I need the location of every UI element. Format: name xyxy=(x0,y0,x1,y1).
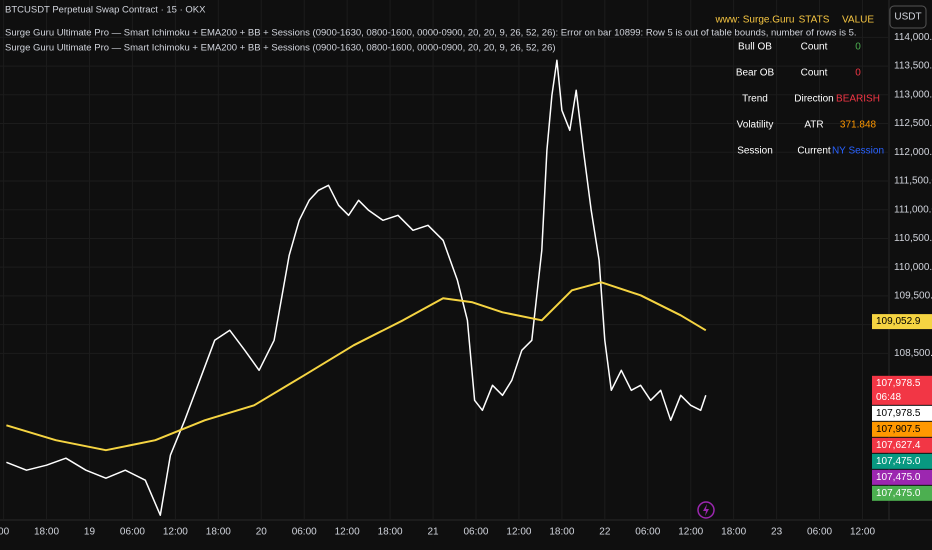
x-tick-label: 19 xyxy=(84,527,96,538)
x-tick-label: 20 xyxy=(256,527,268,538)
price-badge xyxy=(872,469,932,485)
table-header: VALUE xyxy=(842,15,874,26)
table-cell: Count xyxy=(801,68,828,79)
table-cell: Bull OB xyxy=(738,42,772,53)
table-cell: NY Session xyxy=(832,146,884,157)
x-tick-label: 18:00 xyxy=(206,527,231,538)
lines xyxy=(6,59,707,516)
x-tick-label: 06:00 xyxy=(292,527,317,538)
table-cell: ATR xyxy=(804,120,823,131)
series-line xyxy=(6,59,707,516)
stats-table: www: Surge.Guru STATS VALUE Bull OB Count 0 Be… xyxy=(715,15,885,157)
y-tick-label: 113,500.0 xyxy=(894,61,932,72)
table-cell: Session xyxy=(737,146,773,157)
price-badge xyxy=(872,375,932,405)
x-tick-label: 18:00 xyxy=(721,527,746,538)
overlay: BTCUSDT Perpetual Swap Contract · 15 · O… xyxy=(5,5,927,519)
price-badge-label: 107,978.5 xyxy=(876,378,921,389)
y-tick-label: 112,500.0 xyxy=(894,118,932,129)
x-tick-label: 12:00 xyxy=(163,527,188,538)
x-tick-label: 23 xyxy=(771,527,783,538)
table-cell: 371.848 xyxy=(840,120,877,131)
table-cell: 0 xyxy=(855,42,861,53)
y-tick-label: 112,000.0 xyxy=(894,147,932,158)
currency-button-label[interactable]: USDT xyxy=(894,12,921,23)
y-tick-label: 109,500.0 xyxy=(894,291,932,302)
price-badges: 109,052.9 107,978.5 06:48 107,978.5 107,907.… xyxy=(872,314,932,501)
table-cell: Current xyxy=(797,146,831,157)
price-badge xyxy=(872,405,932,421)
currency-button[interactable] xyxy=(889,5,927,29)
x-tick-label: 18:00 xyxy=(34,527,59,538)
x-tick-label: 12:00 xyxy=(678,527,703,538)
x-tick-label: 18:00 xyxy=(378,527,403,538)
y-tick-label: 114,000.0 xyxy=(894,32,932,43)
table-cell: Direction xyxy=(794,94,833,105)
table-header: www: Surge.Guru xyxy=(715,15,795,26)
table-header: STATS xyxy=(799,15,830,26)
price-badge xyxy=(872,421,932,437)
x-tick-label: 06:00 xyxy=(635,527,660,538)
price-badge-countdown: 06:48 xyxy=(876,392,901,403)
grid xyxy=(0,0,889,520)
x-tick-label: 12:00 xyxy=(335,527,360,538)
header-line: Surge Guru Ultimate Pro — Smart Ichimoku… xyxy=(5,43,556,54)
y-tick-label: 111,000.0 xyxy=(894,204,932,215)
price-badge-label: 109,052.9 xyxy=(876,316,921,327)
table-cell: Trend xyxy=(742,94,768,105)
table-cell: Bear OB xyxy=(736,68,775,79)
x-tick-label: 06:00 xyxy=(807,527,832,538)
price-badge-label: 107,475.0 xyxy=(876,472,921,483)
x-tick-label: 22 xyxy=(599,527,611,538)
price-badge-label: 107,978.5 xyxy=(876,408,921,419)
price-badge xyxy=(872,437,932,453)
y-tick-label: 111,500.0 xyxy=(894,176,932,187)
price-badge-label: 107,475.0 xyxy=(876,456,921,467)
table-cell: 0 xyxy=(855,68,861,79)
axes: 114,000.0 113,500.0 113,000.0 112,500.0 112,… xyxy=(0,32,932,538)
price-badge xyxy=(872,485,932,501)
table-cell: BEARISH xyxy=(836,94,880,105)
y-tick-label: 108,500.0 xyxy=(894,348,932,359)
price-badge-label: 107,475.0 xyxy=(876,488,921,499)
y-tick-label: 110,500.0 xyxy=(894,233,932,244)
table-cell: Count xyxy=(801,42,828,53)
price-badge xyxy=(872,453,932,469)
price-badge xyxy=(872,314,932,330)
x-tick-label: 06:00 xyxy=(463,527,488,538)
x-tick-label: 21 xyxy=(427,527,439,538)
event-icon[interactable] xyxy=(697,501,715,519)
x-tick-label: 00 xyxy=(0,527,10,538)
x-tick-label: 06:00 xyxy=(120,527,145,538)
series-line xyxy=(6,281,707,452)
y-tick-label: 110,000.0 xyxy=(894,262,932,273)
header-line: BTCUSDT Perpetual Swap Contract · 15 · O… xyxy=(5,5,206,16)
event-icon-bolt xyxy=(703,504,709,516)
header-line: Surge Guru Ultimate Pro — Smart Ichimoku… xyxy=(5,28,857,39)
x-tick-label: 18:00 xyxy=(549,527,574,538)
x-tick-label: 12:00 xyxy=(506,527,531,538)
price-badge-label: 107,627.4 xyxy=(876,440,921,451)
price-badge-label: 107,907.5 xyxy=(876,424,921,435)
table-cell: Volatility xyxy=(737,120,774,131)
y-tick-label: 113,000.0 xyxy=(894,89,932,100)
x-tick-label: 12:00 xyxy=(850,527,875,538)
